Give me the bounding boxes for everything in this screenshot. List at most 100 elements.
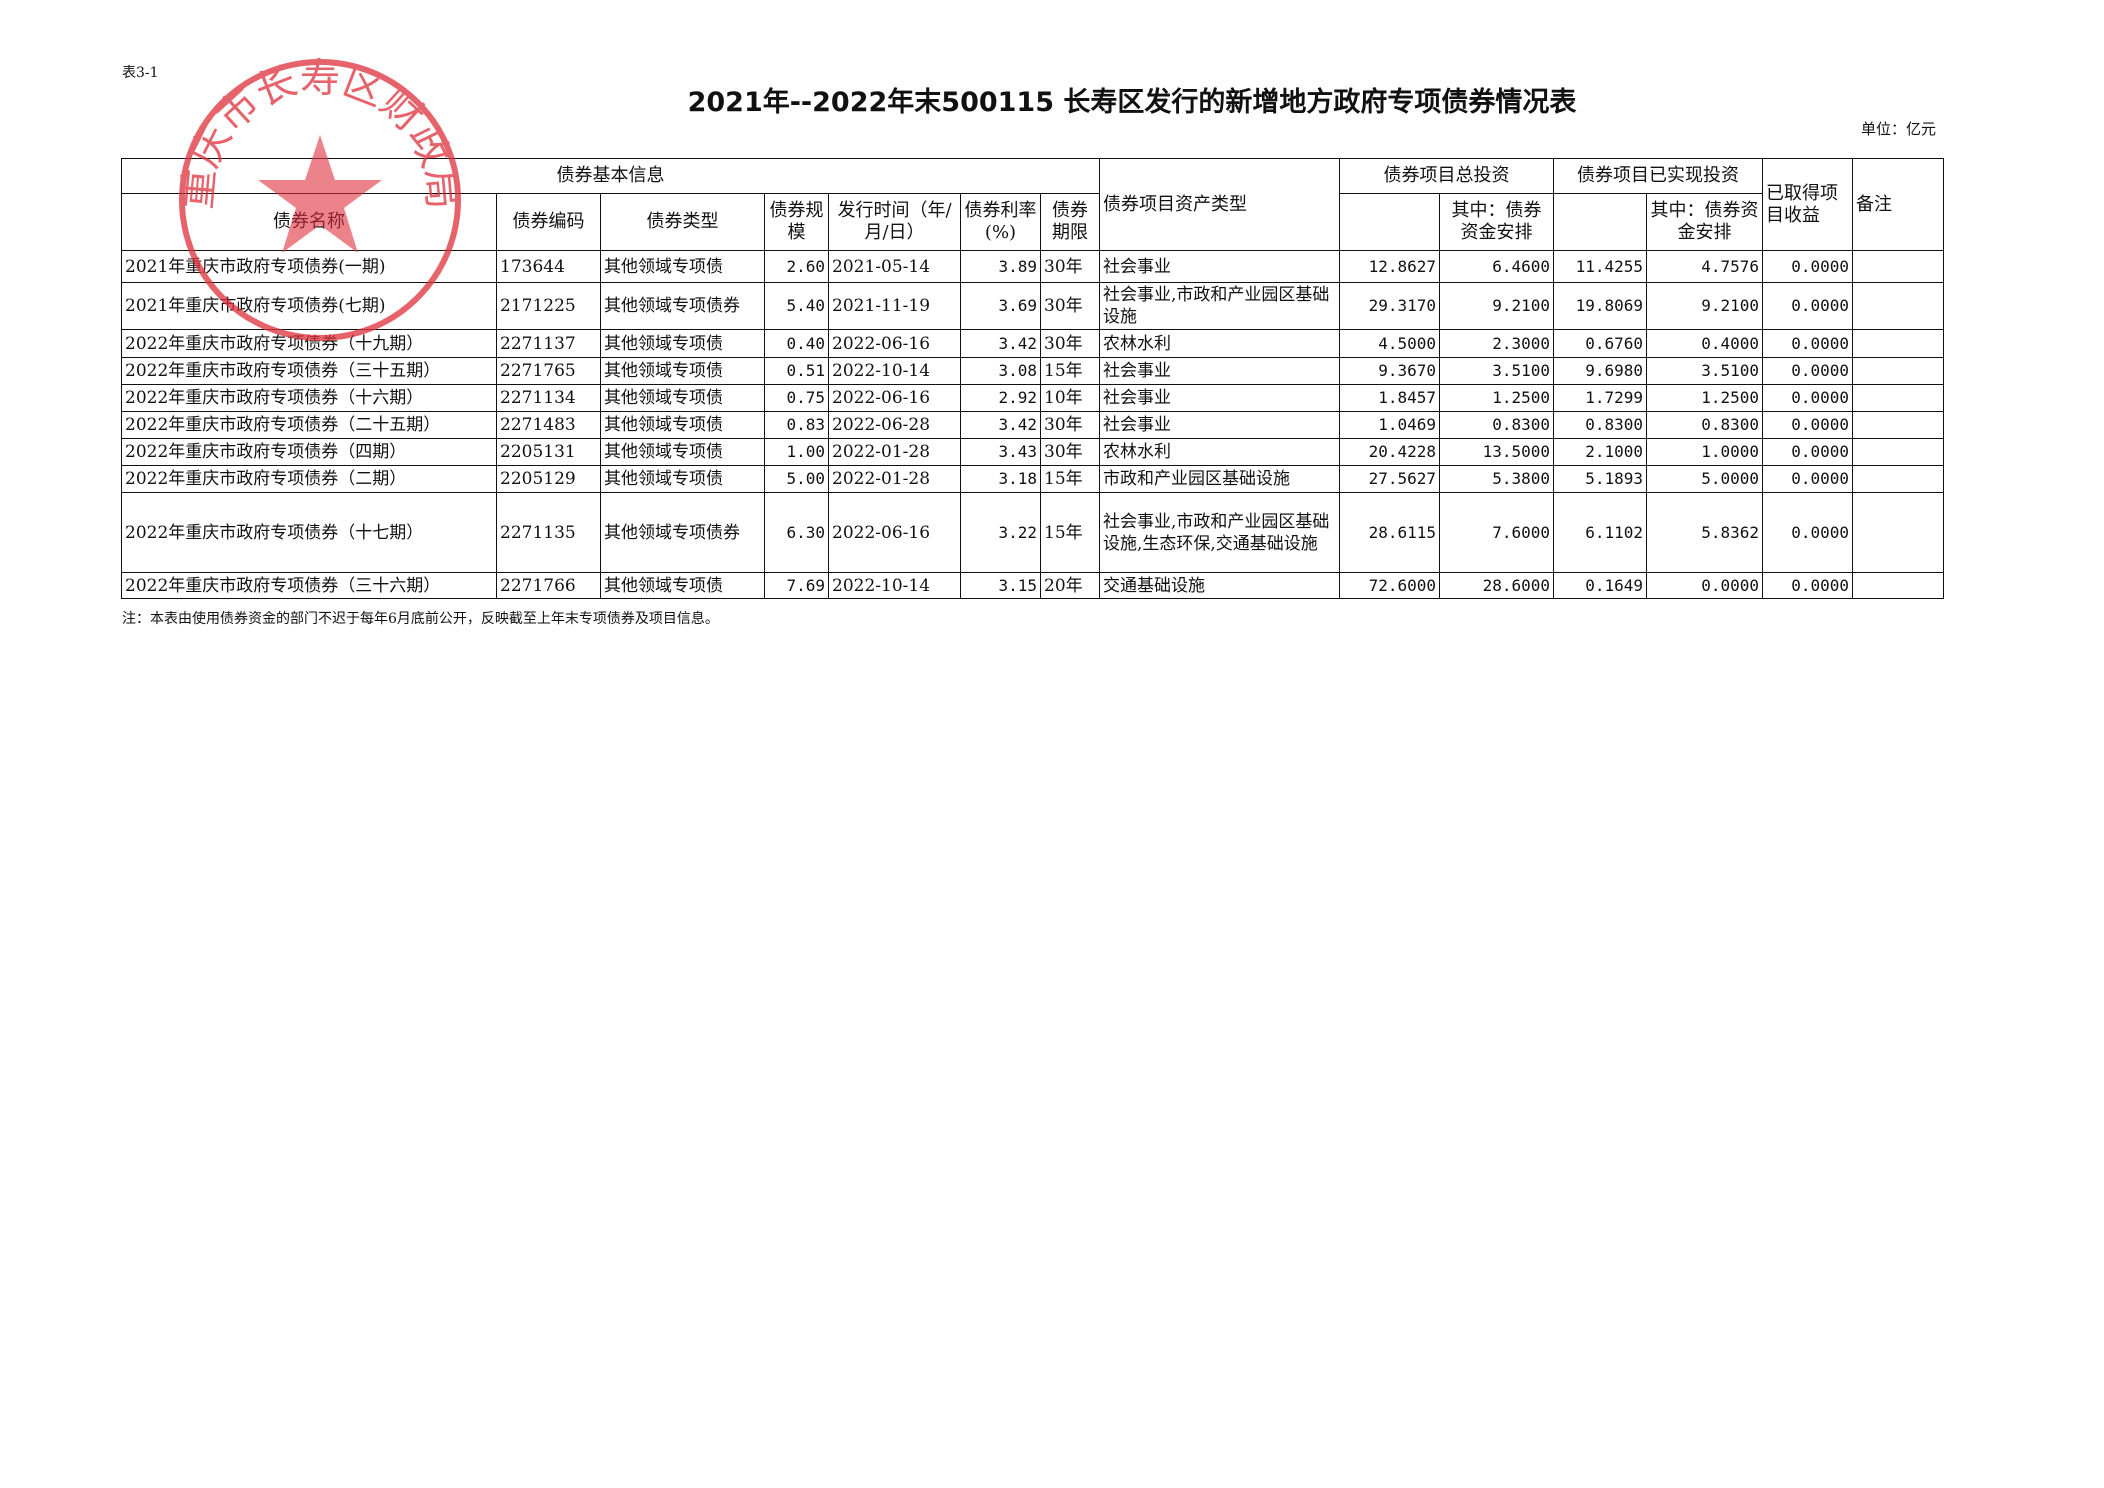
cell-term: 30年 (1040, 438, 1100, 466)
cell-total-invest-bond: 28.6000 (1439, 572, 1554, 599)
cell-asset-type: 社会事业 (1099, 250, 1340, 283)
cell-total-invest: 9.3670 (1339, 357, 1440, 385)
cell-rate: 3.42 (960, 411, 1041, 439)
cell-income: 0.0000 (1762, 282, 1853, 330)
cell-scale: 0.51 (764, 357, 829, 385)
cell-realized-invest: 1.7299 (1553, 384, 1647, 412)
header-issue-date: 发行时间（年/月/日） (828, 193, 961, 251)
cell-name: 2022年重庆市政府专项债券（二期） (121, 465, 497, 493)
cell-type: 其他领域专项债 (600, 572, 765, 599)
table-row: 2022年重庆市政府专项债券（十七期） 2271135 其他领域专项债券 6.30 20… (121, 492, 1944, 573)
cell-realized-invest-bond: 9.2100 (1646, 282, 1763, 330)
cell-asset-type: 社会事业 (1099, 357, 1340, 385)
cell-code: 173644 (496, 250, 601, 283)
cell-remark (1852, 329, 1944, 358)
cell-issue-date: 2022-10-14 (828, 357, 961, 385)
header-scale: 债券规模 (764, 193, 829, 251)
cell-name: 2022年重庆市政府专项债券（十九期） (121, 329, 497, 358)
cell-total-invest: 72.6000 (1339, 572, 1440, 599)
cell-scale: 1.00 (764, 438, 829, 466)
cell-realized-invest-bond: 1.2500 (1646, 384, 1763, 412)
cell-realized-invest: 6.1102 (1553, 492, 1647, 573)
cell-code: 2271765 (496, 357, 601, 385)
cell-realized-invest: 11.4255 (1553, 250, 1647, 283)
header-type: 债券类型 (600, 193, 765, 251)
cell-realized-invest: 9.6980 (1553, 357, 1647, 385)
cell-total-invest: 12.8627 (1339, 250, 1440, 283)
cell-income: 0.0000 (1762, 411, 1853, 439)
cell-code: 2271483 (496, 411, 601, 439)
header-total-invest-blank (1339, 193, 1440, 251)
table-body: 2021年重庆市政府专项债券(一期) 173644 其他领域专项债 2.60 2021-… (121, 250, 1944, 599)
cell-rate: 3.18 (960, 465, 1041, 493)
cell-income: 0.0000 (1762, 357, 1853, 385)
table-row: 2022年重庆市政府专项债券（二期） 2205129 其他领域专项债 5.00 2022… (121, 465, 1944, 493)
cell-type: 其他领域专项债 (600, 250, 765, 283)
cell-total-invest-bond: 0.8300 (1439, 411, 1554, 439)
table-number: 表3-1 (122, 65, 159, 81)
cell-income: 0.0000 (1762, 492, 1853, 573)
header-income: 已取得项目收益 (1762, 158, 1853, 251)
cell-realized-invest: 19.8069 (1553, 282, 1647, 330)
cell-term: 30年 (1040, 282, 1100, 330)
cell-rate: 3.08 (960, 357, 1041, 385)
cell-total-invest: 20.4228 (1339, 438, 1440, 466)
cell-code: 2171225 (496, 282, 601, 330)
cell-code: 2271137 (496, 329, 601, 358)
table-row: 2021年重庆市政府专项债券(一期) 173644 其他领域专项债 2.60 2021-… (121, 250, 1944, 283)
cell-total-invest: 1.8457 (1339, 384, 1440, 412)
cell-asset-type: 交通基础设施 (1099, 572, 1340, 599)
cell-remark (1852, 250, 1944, 283)
cell-rate: 3.22 (960, 492, 1041, 573)
cell-term: 30年 (1040, 250, 1100, 283)
cell-name: 2022年重庆市政府专项债券（三十六期） (121, 572, 497, 599)
cell-term: 15年 (1040, 465, 1100, 493)
cell-total-invest-bond: 5.3800 (1439, 465, 1554, 493)
cell-realized-invest-bond: 5.0000 (1646, 465, 1763, 493)
cell-remark (1852, 384, 1944, 412)
cell-asset-type: 社会事业,市政和产业园区基础设施 (1099, 282, 1340, 330)
cell-scale: 0.40 (764, 329, 829, 358)
header-term: 债券期限 (1040, 193, 1100, 251)
cell-type: 其他领域专项债 (600, 411, 765, 439)
cell-realized-invest-bond: 3.5100 (1646, 357, 1763, 385)
cell-total-invest-bond: 1.2500 (1439, 384, 1554, 412)
cell-type: 其他领域专项债 (600, 438, 765, 466)
cell-remark (1852, 357, 1944, 385)
cell-realized-invest: 0.1649 (1553, 572, 1647, 599)
unit-label: 单位：亿元 (1860, 120, 1936, 138)
header-code: 债券编码 (496, 193, 601, 251)
cell-type: 其他领域专项债 (600, 357, 765, 385)
cell-total-invest: 29.3170 (1339, 282, 1440, 330)
cell-type: 其他领域专项债券 (600, 492, 765, 573)
cell-total-invest: 27.5627 (1339, 465, 1440, 493)
cell-realized-invest: 0.8300 (1553, 411, 1647, 439)
header-remark: 备注 (1852, 158, 1944, 251)
cell-remark (1852, 465, 1944, 493)
cell-term: 15年 (1040, 357, 1100, 385)
cell-realized-invest: 0.6760 (1553, 329, 1647, 358)
cell-code: 2271134 (496, 384, 601, 412)
cell-realized-invest-bond: 1.0000 (1646, 438, 1763, 466)
cell-income: 0.0000 (1762, 438, 1853, 466)
cell-total-invest-bond: 13.5000 (1439, 438, 1554, 466)
cell-issue-date: 2021-11-19 (828, 282, 961, 330)
cell-scale: 2.60 (764, 250, 829, 283)
cell-type: 其他领域专项债 (600, 329, 765, 358)
table-row: 2022年重庆市政府专项债券（二十五期） 2271483 其他领域专项债 0.83 20… (121, 411, 1944, 439)
header-realized-invest-blank (1553, 193, 1647, 251)
header-total-invest-bond: 其中：债券资金安排 (1439, 193, 1554, 251)
cell-realized-invest: 5.1893 (1553, 465, 1647, 493)
cell-total-invest-bond: 2.3000 (1439, 329, 1554, 358)
table-row: 2021年重庆市政府专项债券(七期) 2171225 其他领域专项债券 5.40 202… (121, 282, 1944, 330)
cell-term: 20年 (1040, 572, 1100, 599)
cell-remark (1852, 411, 1944, 439)
cell-income: 0.0000 (1762, 384, 1853, 412)
cell-realized-invest-bond: 0.8300 (1646, 411, 1763, 439)
header-realized-invest: 债券项目已实现投资 (1553, 158, 1763, 194)
cell-term: 10年 (1040, 384, 1100, 412)
cell-code: 2271135 (496, 492, 601, 573)
cell-issue-date: 2022-06-16 (828, 492, 961, 573)
cell-name: 2021年重庆市政府专项债券(一期) (121, 250, 497, 283)
cell-income: 0.0000 (1762, 250, 1853, 283)
